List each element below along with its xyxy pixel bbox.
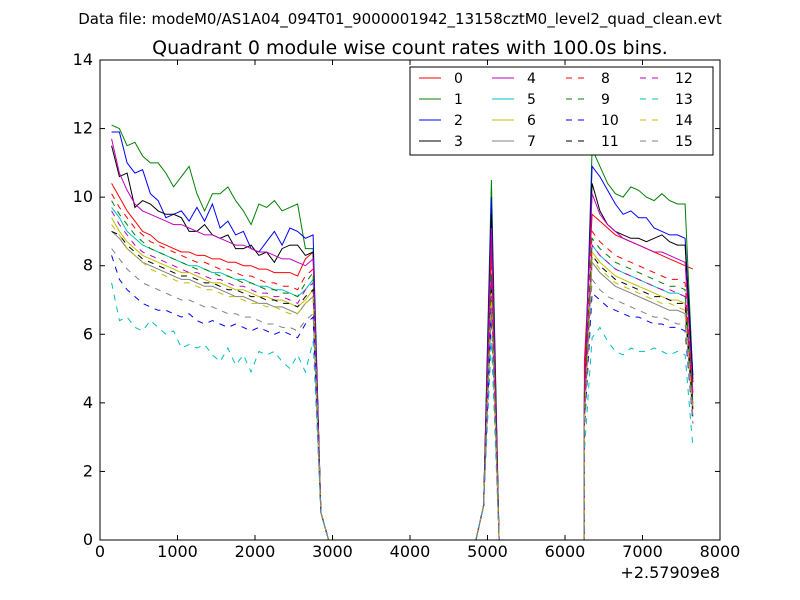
legend-label-9: 9 bbox=[601, 92, 610, 108]
series-line-4 bbox=[111, 138, 694, 540]
legend-label-8: 8 bbox=[601, 71, 610, 87]
legend-label-0: 0 bbox=[454, 71, 463, 87]
series-line-14 bbox=[111, 224, 694, 540]
y-tick-label: 2 bbox=[83, 461, 93, 480]
plot-frame bbox=[99, 59, 721, 541]
x-tick-label: 4000 bbox=[390, 542, 431, 561]
legend-label-7: 7 bbox=[527, 134, 536, 150]
legend-label-6: 6 bbox=[527, 113, 536, 129]
x-tick-label: 8000 bbox=[700, 542, 741, 561]
legend-label-4: 4 bbox=[527, 71, 536, 87]
x-tick-label: 7000 bbox=[622, 542, 663, 561]
y-tick-label: 12 bbox=[73, 119, 93, 138]
series-line-11 bbox=[111, 230, 694, 540]
y-tick-label: 14 bbox=[73, 50, 93, 69]
y-tick-label: 4 bbox=[83, 393, 93, 412]
series-line-10 bbox=[111, 255, 694, 540]
y-tick-label: 10 bbox=[73, 187, 93, 206]
x-tick-label: 2000 bbox=[235, 542, 276, 561]
legend-label-13: 13 bbox=[675, 92, 693, 108]
legend-label-14: 14 bbox=[675, 113, 693, 129]
series-line-0 bbox=[111, 183, 694, 540]
x-offset-label: +2.57909e8 bbox=[620, 563, 720, 582]
legend-label-2: 2 bbox=[454, 113, 463, 129]
y-tick-label: 8 bbox=[83, 256, 93, 275]
series-line-15 bbox=[111, 248, 694, 540]
suptitle: Data file: modeM0/AS1A04_094T01_90000019… bbox=[78, 10, 722, 29]
series-line-8 bbox=[111, 193, 694, 540]
axis-ticks: 0 1000 2000 3000 4000 5000 6000 7000 80000246810… bbox=[73, 50, 741, 561]
legend-frame bbox=[409, 66, 714, 156]
series-line-3 bbox=[111, 145, 694, 540]
series-line-7 bbox=[111, 231, 694, 540]
series-line-12 bbox=[111, 210, 694, 540]
chart-title: Quadrant 0 module wise count rates with … bbox=[152, 37, 668, 59]
series-layer bbox=[111, 124, 694, 540]
y-tick-label: 6 bbox=[83, 324, 93, 343]
series-line-6 bbox=[111, 217, 694, 540]
x-tick-label: 6000 bbox=[545, 542, 586, 561]
legend-label-10: 10 bbox=[601, 113, 619, 129]
y-tick-label: 0 bbox=[83, 530, 93, 549]
series-line-5 bbox=[111, 207, 694, 540]
legend-label-5: 5 bbox=[527, 92, 536, 108]
legend-label-11: 11 bbox=[601, 134, 619, 150]
legend-label-1: 1 bbox=[454, 92, 463, 108]
legend-label-3: 3 bbox=[454, 134, 463, 150]
x-tick-label: 0 bbox=[95, 542, 105, 561]
x-tick-label: 1000 bbox=[157, 542, 198, 561]
x-tick-label: 5000 bbox=[467, 542, 508, 561]
series-line-2 bbox=[111, 131, 694, 540]
legend-label-15: 15 bbox=[675, 134, 693, 150]
legend-label-12: 12 bbox=[675, 71, 693, 87]
x-tick-label: 3000 bbox=[312, 542, 353, 561]
